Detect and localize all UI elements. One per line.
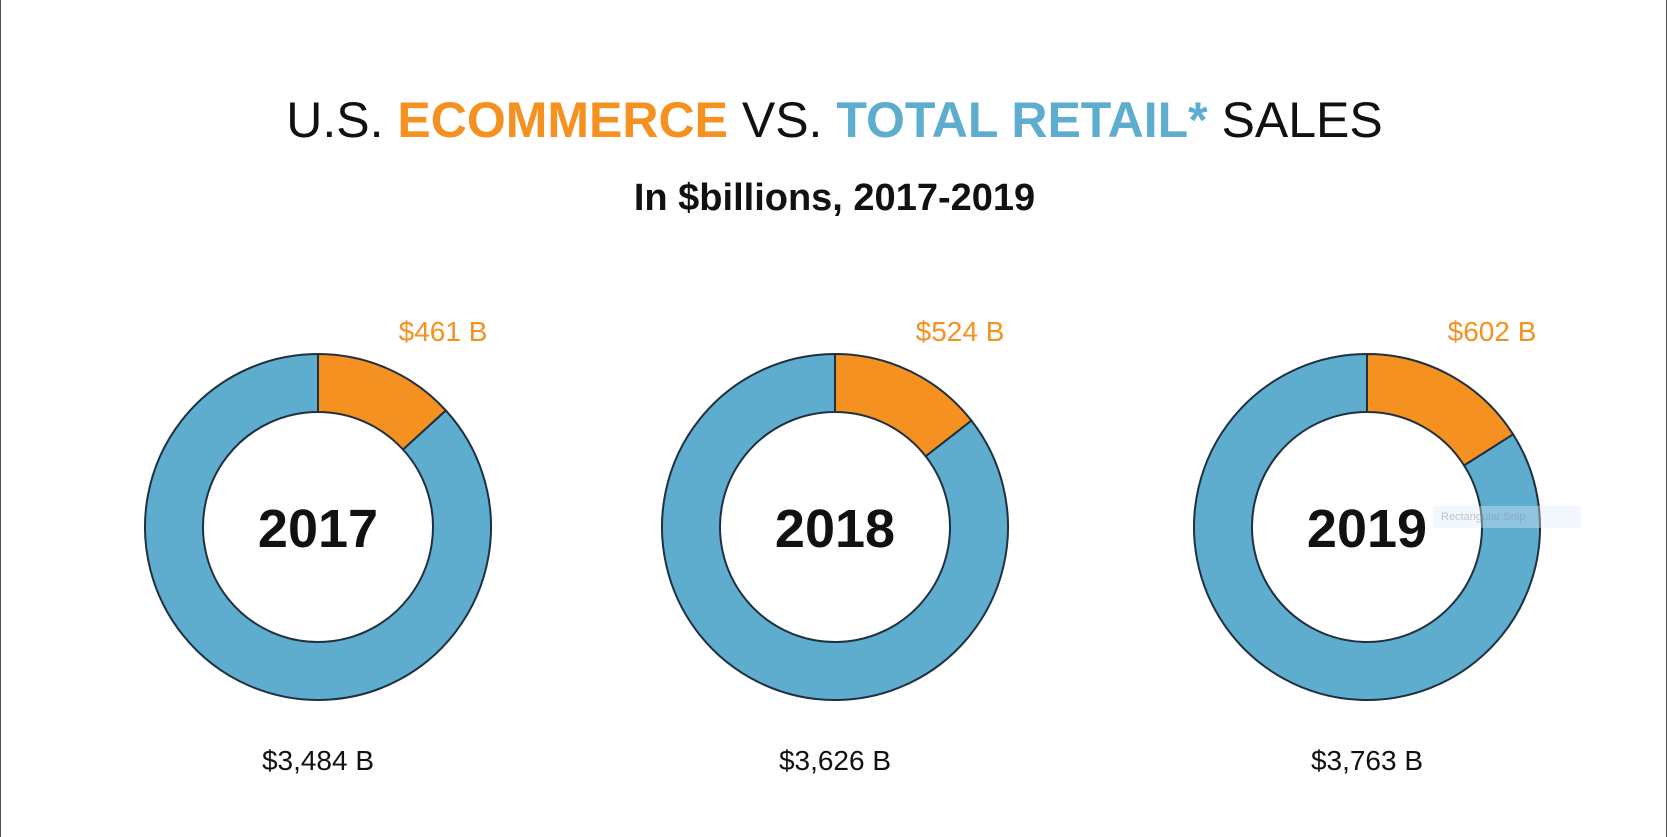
year-label-2019: 2019 (1307, 499, 1427, 559)
title-prefix: U.S. (286, 92, 398, 148)
ecommerce-value-label-2018: $524 B (916, 316, 1005, 347)
total-retail-value-label-2018: $3,626 B (779, 745, 891, 776)
ecommerce-value-label-2017: $461 B (399, 316, 488, 347)
total-retail-value-label-2019: $3,763 B (1311, 745, 1423, 776)
chart-subtitle: In $billions, 2017-2019 (633, 177, 1036, 219)
chart-title: U.S. ECOMMERCE VS. TOTAL RETAIL* SALES (1, 90, 1667, 150)
title-ecommerce-word: ECOMMERCE (397, 92, 728, 148)
ecommerce-slice-2018 (834, 352, 973, 458)
year-label-2018: 2018 (775, 499, 895, 559)
title-suffix: SALES (1207, 92, 1383, 148)
ecommerce-slice-2019 (1366, 352, 1515, 467)
rectangular-snip-watermark: Rectangular Snip (1433, 506, 1581, 528)
donut-2019: 2019 $602 B $3,763 B (1193, 316, 1542, 776)
total-retail-slice-2018 (661, 352, 1009, 701)
total-retail-value-label-2017: $3,484 B (262, 745, 374, 776)
donut-2018: 2018 $524 B $3,626 B (661, 316, 1009, 776)
ecommerce-slice-2017 (317, 352, 448, 451)
donut-2017: 2017 $461 B $3,484 B (144, 316, 492, 776)
total-retail-slice-2019 (1193, 352, 1542, 701)
title-total-retail-word: TOTAL RETAIL* (836, 92, 1208, 148)
year-label-2017: 2017 (258, 499, 378, 559)
ecommerce-value-label-2019: $602 B (1448, 316, 1537, 347)
title-vs: VS. (727, 92, 837, 148)
total-retail-slice-2017 (144, 352, 492, 701)
